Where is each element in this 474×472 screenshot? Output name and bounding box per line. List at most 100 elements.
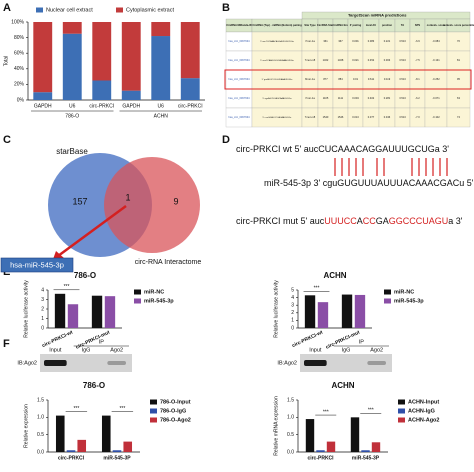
y-axis-label: Relative luciferase activity (273, 280, 279, 338)
y-tick-label: 60% (14, 51, 25, 57)
highlight-box (224, 69, 472, 90)
y-tick-label: 1.0 (287, 415, 294, 421)
legend-swatch (384, 298, 391, 304)
ip-label: IP (99, 339, 105, 345)
bar-segment (33, 22, 53, 93)
table-cell-text: 7mer-1a (305, 96, 315, 100)
legend-swatch (384, 289, 391, 295)
table-cell-text: -0.084 (432, 39, 440, 43)
table-cell-text: 3.513 (399, 115, 406, 119)
y-axis-label: Relative luciferase activity (23, 280, 29, 338)
table-cell-text: 1105 (323, 96, 329, 100)
lane-label: IgG (342, 347, 351, 353)
panel-label: A (3, 2, 11, 14)
annotation: *** (64, 284, 70, 290)
table-cell-text: 95 (457, 77, 460, 81)
bar-segment (62, 22, 82, 34)
group-label: 786-O (65, 113, 79, 119)
bar (67, 304, 79, 328)
panel-label: F (3, 338, 10, 350)
table-cell-text: 5' uuaCCAAGUUGCAUAAAUUUGa (260, 59, 294, 62)
y-tick-label: 1.5 (287, 397, 294, 403)
table-cell-text: 0.221 (384, 39, 391, 43)
table-cell-text: -0.131 (432, 58, 440, 62)
table-header: CircRNA MiRanda-ID (226, 23, 252, 27)
legend-label: miR-545-3p (394, 298, 424, 304)
table-cell-text: 361 (323, 39, 328, 43)
annotation: *** (119, 406, 125, 412)
table-cell-text: 877 (323, 77, 328, 81)
table-cell-text: 63 (457, 96, 460, 100)
table-cell (446, 107, 471, 128)
table-header: CircRNA Start (317, 23, 334, 27)
sequence: circ-PRKCI wt 5' aucCUCAAACAGGAUUUGCUGa … (236, 144, 449, 154)
table-cell-text: 70 (457, 39, 460, 43)
table-cell-text: 0.402 (368, 96, 375, 100)
x-tick-label: GAPDH (34, 103, 52, 109)
bar-segment (121, 90, 141, 100)
table-header: TA (401, 23, 404, 27)
table-cell-text: hsa_circ_0067934 (228, 39, 250, 43)
y-tick-label: 0 (291, 325, 294, 331)
blot-band (44, 360, 67, 366)
legend-swatch (150, 408, 157, 414)
table-header: 3' pairing (350, 23, 362, 27)
table-cell-text: 1546 (338, 115, 344, 119)
annotation: *** (368, 408, 374, 414)
bar-segment (121, 22, 141, 91)
sequence-segment: a 3' (448, 216, 463, 226)
sequence-segment: GGCCCUAGU (389, 216, 449, 226)
legend-label: ACHN-Ago2 (408, 417, 439, 423)
legend-label: miR-NC (144, 289, 164, 295)
y-tick-label: 4 (41, 287, 44, 293)
y-tick-label: 1 (41, 316, 44, 322)
y-tick-label: 1.5 (37, 397, 44, 403)
venn-set (104, 157, 200, 253)
bar-segment (151, 22, 171, 37)
legend-swatch (150, 417, 157, 423)
table-header: SPS (415, 23, 420, 27)
lane-label: Input (309, 347, 322, 353)
table-cell-text: 0.119 (384, 77, 391, 81)
table-cell-text: 0.021 (352, 58, 359, 62)
table-cell-text: 1540 (323, 115, 329, 119)
antibody-label: IB:Ago2 (17, 360, 37, 366)
x-tick-label: circ-PRKCI-mut (75, 329, 111, 350)
legend-label: Nuclear cell extract (46, 7, 93, 13)
legend-swatch (134, 289, 141, 295)
legend-label: Cytoplasmic extract (126, 7, 174, 13)
table-cell-text: 74 (457, 115, 460, 119)
table-cell-text: hsa_circ_0067934 (228, 58, 250, 62)
x-tick-label: circ-PRKCI (307, 455, 334, 461)
bar (361, 450, 370, 452)
table-cell-text: 0.377 (368, 115, 375, 119)
table-cell-text: 0.001 (352, 39, 359, 43)
legend-label: ACHN-IgG (408, 408, 435, 414)
table-cell-text: 884 (338, 77, 343, 81)
x-tick-label: miR-545-3P (352, 455, 380, 461)
legend-swatch (116, 7, 123, 13)
blot (40, 354, 132, 372)
table-cell-text: 3.513 (399, 77, 406, 81)
bar (371, 442, 381, 452)
callout-box (0, 257, 74, 273)
legend-label: miR-NC (394, 289, 414, 295)
panel-label: B (222, 2, 230, 14)
legend-swatch (36, 7, 43, 13)
y-tick-label: 0.5 (37, 432, 44, 438)
table-cell-text: 7mer-m8 (305, 115, 316, 119)
bar-segment (92, 80, 112, 100)
table-header: Site Type (304, 23, 316, 27)
panel-label: D (222, 134, 230, 146)
table-cell-text: 367 (338, 39, 343, 43)
bar (317, 302, 329, 328)
table-cell-text: 7mer-1a (305, 39, 315, 43)
y-tick-label: 0.5 (287, 432, 294, 438)
bar-segment (62, 33, 82, 101)
bar (112, 450, 122, 452)
callout-label: hsa-miR-545-3p (10, 260, 64, 269)
y-tick-label: 0 (41, 325, 44, 331)
bar (304, 295, 316, 328)
sequence-segment: CC (363, 216, 376, 226)
